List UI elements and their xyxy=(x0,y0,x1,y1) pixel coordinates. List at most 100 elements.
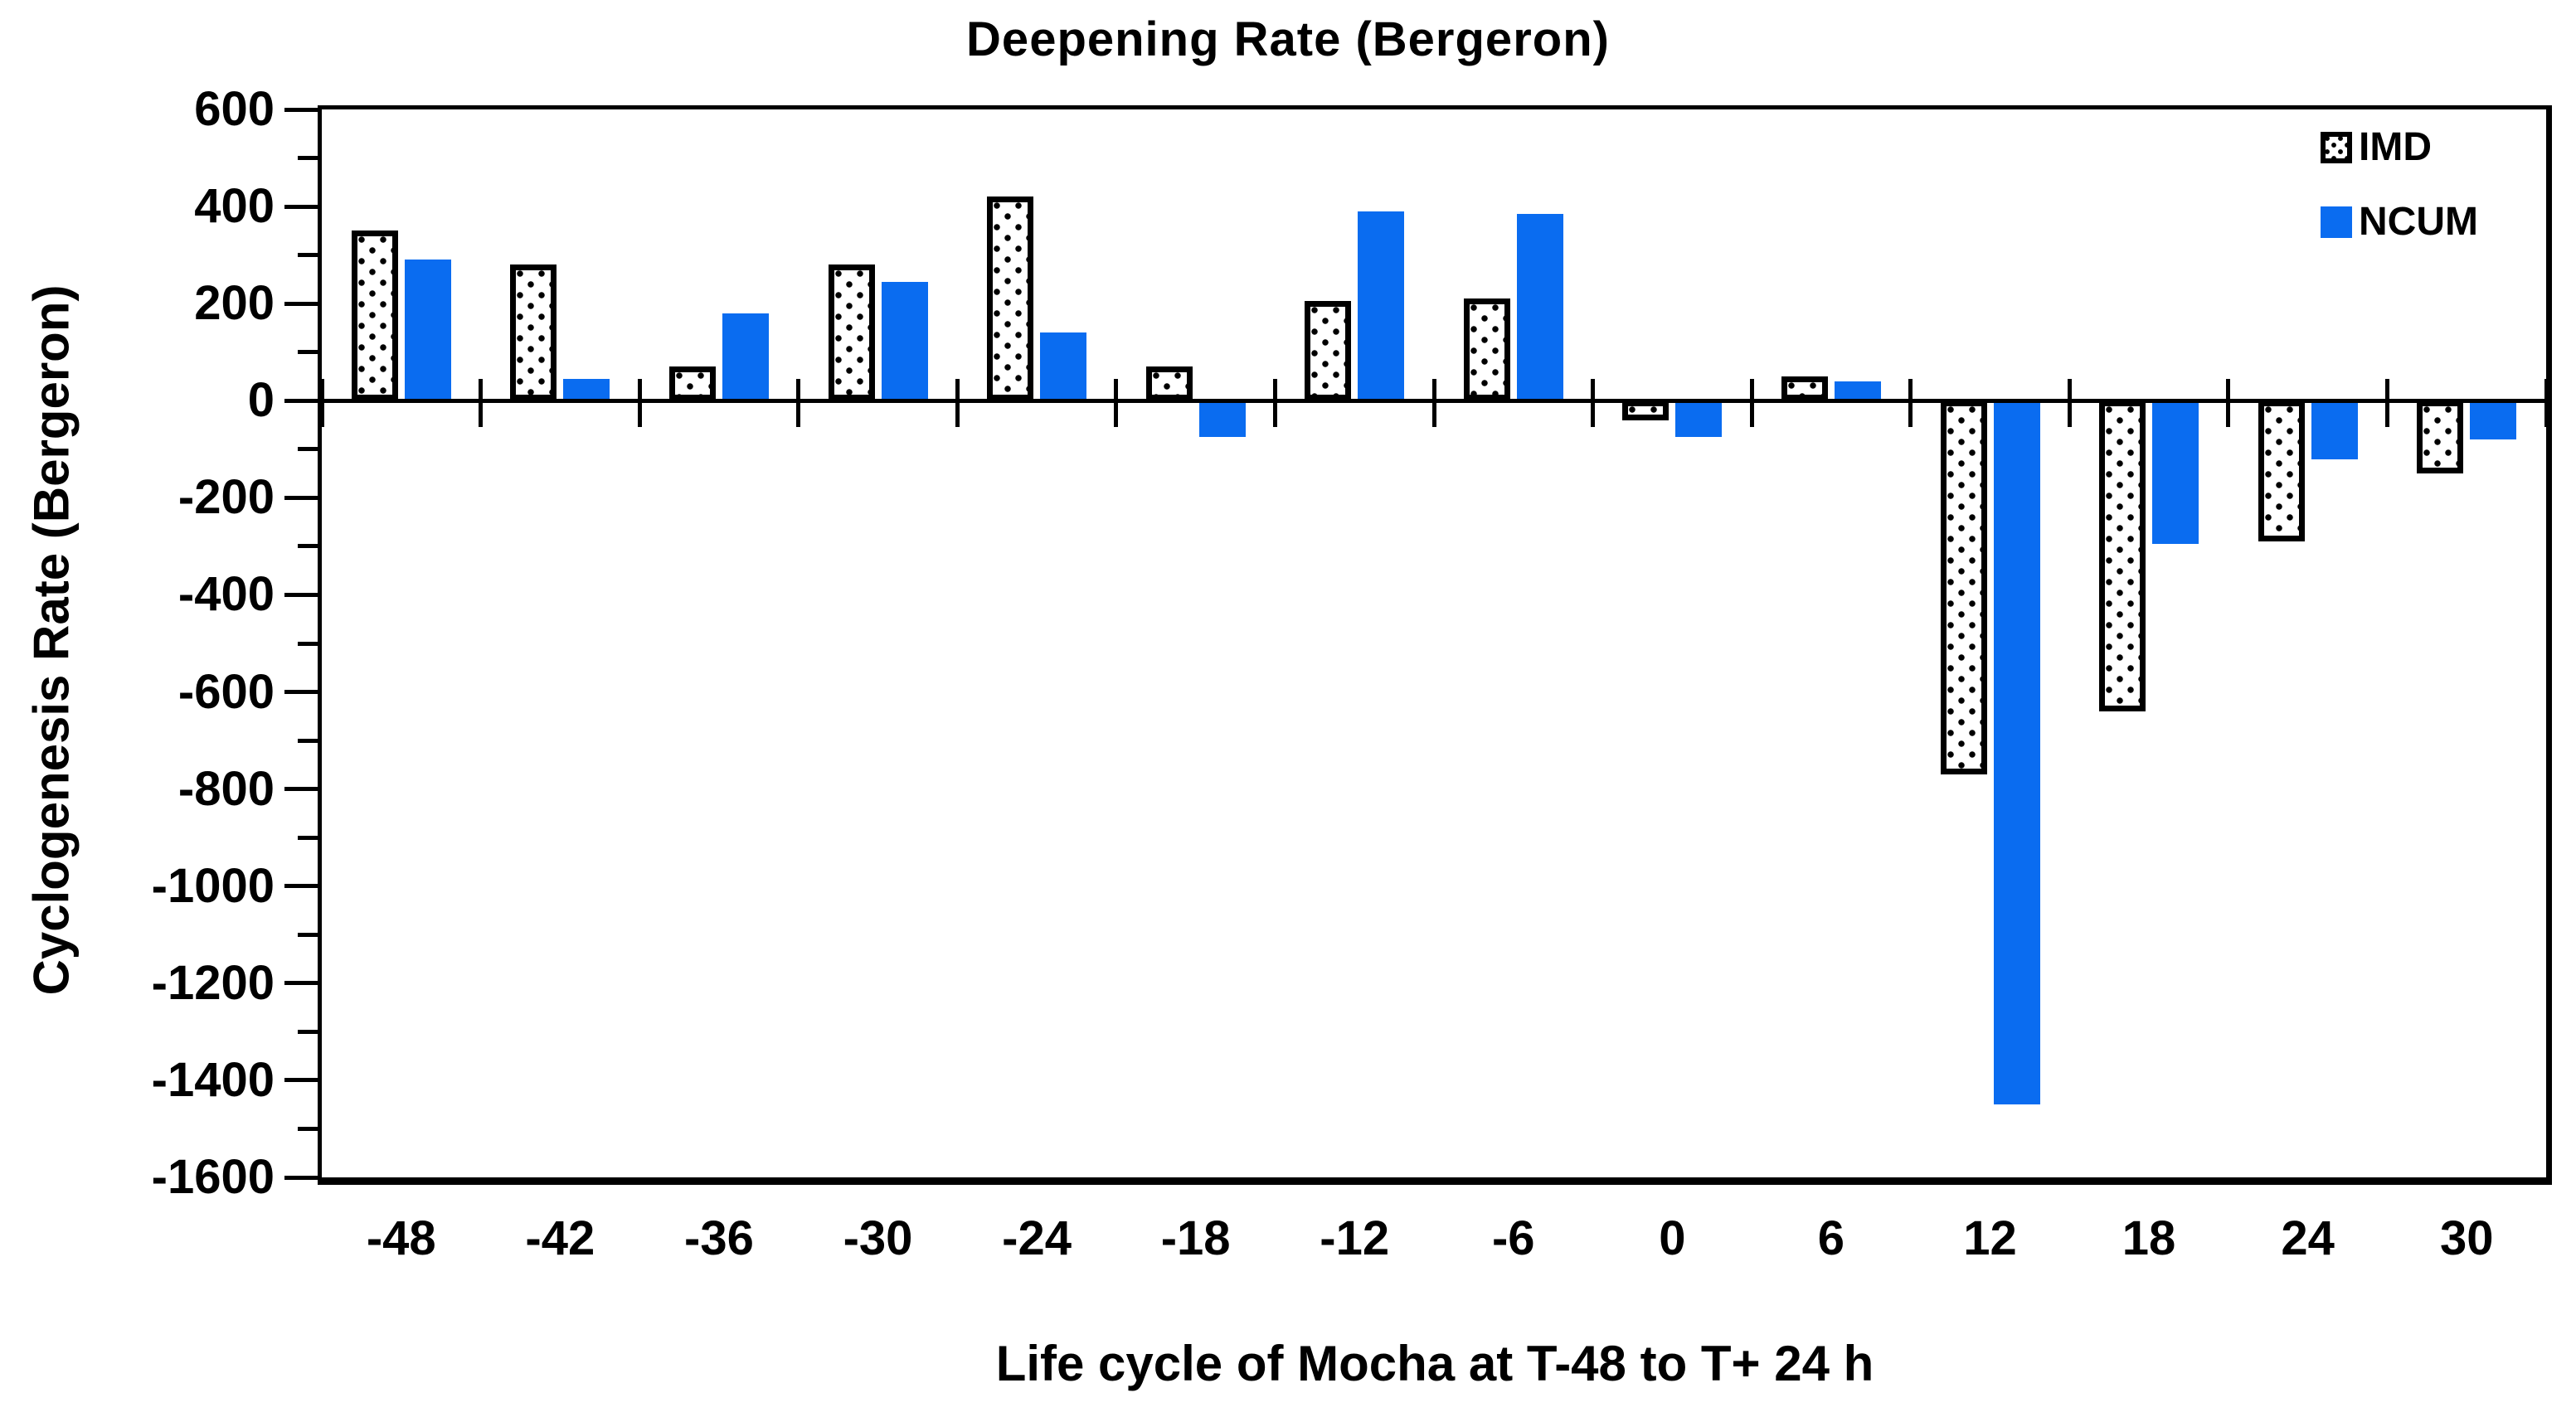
y-axis-major-tick xyxy=(284,495,318,500)
x-axis-tick xyxy=(1272,379,1277,428)
y-axis-major-tick xyxy=(284,301,318,306)
y-axis-tick-label: 600 xyxy=(194,82,275,136)
x-axis-tick-label: -42 xyxy=(525,1211,595,1265)
bar-ncum--30 xyxy=(881,281,928,401)
y-axis-tick-label: 400 xyxy=(194,179,275,234)
x-axis-tick xyxy=(2226,379,2231,428)
bar-imd-18 xyxy=(2099,400,2146,711)
bar-ncum--18 xyxy=(1198,400,1246,438)
x-axis-tick xyxy=(319,379,324,428)
y-axis-major-tick xyxy=(284,107,318,112)
legend-item-imd: IMD xyxy=(2321,128,2478,167)
bar-imd--42 xyxy=(510,264,557,401)
x-axis-tick xyxy=(2384,379,2389,428)
y-axis-major-tick xyxy=(284,1078,318,1083)
y-axis-tick-label: 200 xyxy=(194,276,275,331)
x-axis-tick-label: 30 xyxy=(2439,1211,2494,1265)
bar-imd-12 xyxy=(1940,400,1987,775)
x-axis-tick xyxy=(1431,379,1436,428)
y-axis-tick-label: -1400 xyxy=(151,1052,275,1107)
y-axis-minor-tick xyxy=(298,253,318,258)
bar-imd--12 xyxy=(1305,301,1352,401)
bar-ncum--6 xyxy=(1516,213,1563,401)
y-axis-major-tick xyxy=(284,690,318,695)
y-axis-minor-tick xyxy=(298,738,318,743)
x-axis-tick xyxy=(2544,379,2549,428)
y-axis-major-tick xyxy=(284,1175,318,1180)
bar-ncum-6 xyxy=(1834,381,1881,401)
bar-ncum--48 xyxy=(404,260,451,401)
y-axis-major-tick xyxy=(284,884,318,889)
bar-imd-24 xyxy=(2258,400,2305,542)
x-axis-tick-label: -48 xyxy=(366,1211,436,1265)
x-axis-tick-label: 6 xyxy=(1817,1211,1845,1265)
legend-label: IMD xyxy=(2359,125,2432,169)
bar-imd--30 xyxy=(828,264,875,401)
x-axis-tick-label: -6 xyxy=(1491,1211,1535,1265)
y-axis-minor-tick xyxy=(298,835,318,840)
x-axis-tick-label: -18 xyxy=(1160,1211,1231,1265)
y-axis-tick-label: -1200 xyxy=(151,955,275,1010)
x-axis-tick-label: 12 xyxy=(1963,1211,2017,1265)
x-axis-title: Life cycle of Mocha at T-48 to T+ 24 h xyxy=(995,1336,1874,1391)
x-axis-tick xyxy=(1908,379,1913,428)
bar-ncum--36 xyxy=(722,313,769,401)
y-axis-major-tick xyxy=(284,592,318,597)
y-axis-minor-tick xyxy=(298,447,318,452)
y-axis-tick-label: 0 xyxy=(247,373,275,428)
bar-ncum-18 xyxy=(2152,400,2199,544)
legend: IMD NCUM xyxy=(2321,128,2478,277)
x-axis-tick-label: -36 xyxy=(684,1211,754,1265)
bar-ncum--12 xyxy=(1358,211,1405,401)
x-axis-tick xyxy=(637,379,642,428)
x-axis-tick-label: 24 xyxy=(2281,1211,2335,1265)
bar-ncum-24 xyxy=(2311,400,2358,459)
y-axis-major-tick xyxy=(284,787,318,792)
x-axis-tick-label: -30 xyxy=(843,1211,913,1265)
x-axis-tick xyxy=(1749,379,1754,428)
x-axis-tick xyxy=(1114,379,1119,428)
bar-ncum-0 xyxy=(1675,400,1723,438)
legend-item-ncum: NCUM xyxy=(2321,202,2478,242)
x-axis-tick xyxy=(955,379,960,428)
x-axis-tick xyxy=(796,379,801,428)
y-axis-minor-tick xyxy=(298,932,318,937)
bar-imd--48 xyxy=(351,231,398,401)
bar-ncum--24 xyxy=(1040,332,1087,401)
bar-imd--6 xyxy=(1463,298,1510,401)
y-axis-major-tick xyxy=(284,981,318,986)
x-axis-tick-label: 18 xyxy=(2122,1211,2176,1265)
chart-title: Deepening Rate (Bergeron) xyxy=(966,12,1610,66)
x-axis-tick-label: -12 xyxy=(1320,1211,1390,1265)
y-axis-tick-label: -1000 xyxy=(151,858,275,913)
legend-swatch-imd-icon xyxy=(2321,132,2353,163)
y-axis-major-tick xyxy=(284,204,318,209)
y-axis-tick-label: -400 xyxy=(177,567,275,622)
y-axis-major-tick xyxy=(284,398,318,403)
x-axis-tick xyxy=(1591,379,1596,428)
y-axis-tick-label: -200 xyxy=(177,470,275,525)
y-axis-minor-tick xyxy=(298,1029,318,1034)
x-axis-tick-label: 0 xyxy=(1659,1211,1686,1265)
y-axis-tick-label: -600 xyxy=(177,664,275,719)
bar-imd-30 xyxy=(2417,400,2464,474)
bar-imd-6 xyxy=(1781,376,1828,401)
plot-area: IMD NCUM xyxy=(318,105,2552,1185)
y-axis-minor-tick xyxy=(298,544,318,549)
bar-imd-0 xyxy=(1622,400,1670,420)
legend-label: NCUM xyxy=(2359,200,2478,244)
y-axis-minor-tick xyxy=(298,350,318,355)
y-axis-minor-tick xyxy=(298,641,318,646)
x-axis-tick xyxy=(2067,379,2072,428)
bar-imd--24 xyxy=(987,197,1034,401)
y-axis-minor-tick xyxy=(298,156,318,161)
bar-ncum--42 xyxy=(563,378,610,401)
bar-imd--36 xyxy=(668,366,716,401)
bar-imd--18 xyxy=(1145,366,1193,401)
x-axis-tick xyxy=(479,379,484,428)
bar-ncum-30 xyxy=(2470,400,2517,440)
x-axis-tick-label: -24 xyxy=(1002,1211,1072,1265)
y-axis-tick-label: -1600 xyxy=(151,1150,275,1204)
legend-swatch-ncum-icon xyxy=(2321,206,2353,238)
